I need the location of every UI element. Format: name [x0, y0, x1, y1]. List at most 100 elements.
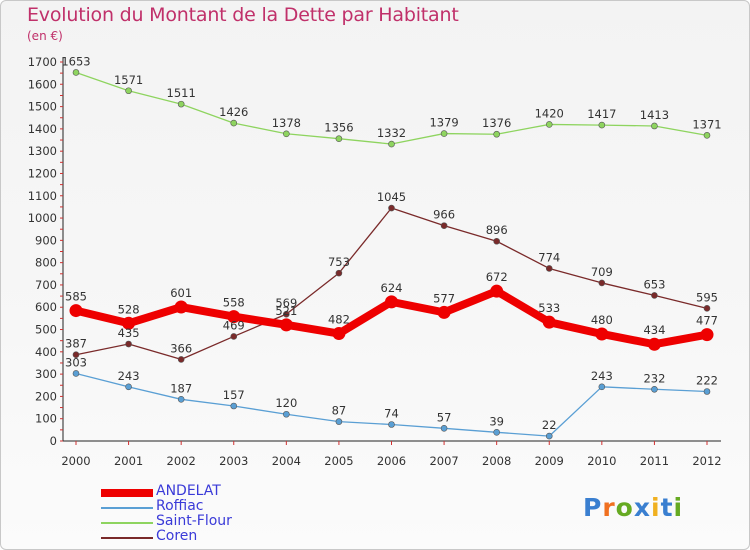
y-tick-label: 400: [35, 345, 57, 359]
x-tick-label: 2002: [167, 454, 196, 468]
chart-title: Evolution du Montant de la Dette par Hab…: [27, 4, 459, 26]
data-label-coren: 966: [433, 208, 455, 222]
logo-letter: i: [651, 493, 661, 522]
y-tick-label: 300: [35, 367, 57, 381]
data-point-andelat: [437, 305, 451, 319]
data-label-saint-flour: 1571: [114, 73, 143, 87]
data-point-roffiac: [598, 383, 606, 391]
data-point-andelat: [542, 315, 556, 329]
data-point-saint-flour: [335, 135, 343, 142]
data-point-saint-flour: [388, 140, 395, 148]
y-tick-label: 1700: [28, 55, 57, 69]
data-label-saint-flour: 1332: [377, 126, 406, 140]
data-point-andelat: [69, 304, 83, 318]
data-label-saint-flour: 1511: [167, 86, 196, 100]
legend-swatch-saint-flour: [101, 522, 153, 524]
data-label-saint-flour: 1417: [587, 107, 616, 121]
data-point-andelat: [595, 327, 609, 341]
data-point-saint-flour: [230, 119, 238, 127]
data-label-roffiac: 222: [696, 374, 718, 388]
y-tick-label: 1000: [28, 211, 57, 225]
y-tick-label: 1600: [28, 77, 57, 91]
legend-swatch-coren: [101, 537, 153, 539]
data-point-andelat: [227, 310, 241, 324]
data-label-andelat: 482: [328, 313, 350, 327]
data-label-coren: 387: [65, 337, 87, 351]
data-point-roffiac: [493, 429, 500, 436]
data-label-coren: 469: [223, 318, 245, 332]
data-point-coren: [388, 204, 395, 212]
data-label-andelat: 434: [643, 323, 665, 337]
y-tick-label: 1500: [28, 100, 57, 114]
data-point-roffiac: [545, 432, 553, 440]
data-point-andelat: [385, 295, 398, 309]
x-tick-label: 2005: [324, 454, 353, 468]
logo-letter: o: [615, 493, 634, 522]
data-label-saint-flour: 1376: [482, 116, 511, 130]
data-point-saint-flour: [72, 69, 80, 76]
y-tick-label: 200: [35, 389, 57, 403]
data-point-roffiac: [230, 402, 238, 410]
data-point-saint-flour: [440, 130, 448, 137]
data-label-saint-flour: 1653: [61, 54, 90, 68]
data-point-andelat: [332, 327, 346, 341]
data-label-coren: 896: [486, 223, 508, 237]
y-tick-label: 500: [35, 323, 57, 337]
data-label-roffiac: 57: [437, 410, 452, 424]
data-label-andelat: 672: [486, 270, 508, 284]
data-point-roffiac: [125, 383, 132, 391]
data-point-coren: [651, 292, 658, 299]
legend-label-roffiac: Roffiac: [156, 498, 204, 514]
logo-letter: P: [583, 493, 603, 522]
data-point-coren: [335, 269, 343, 277]
data-point-roffiac: [177, 396, 185, 403]
y-tick-label: 1200: [28, 166, 57, 180]
y-tick-label: 800: [35, 256, 57, 270]
legend-swatch-roffiac: [101, 507, 153, 509]
y-tick-label: 600: [35, 300, 57, 314]
data-label-andelat: 577: [433, 291, 455, 305]
data-label-roffiac: 120: [275, 396, 297, 410]
logo-letter: i: [673, 493, 684, 522]
data-point-coren: [72, 351, 80, 359]
data-label-coren: 653: [643, 277, 665, 291]
data-point-roffiac: [335, 418, 343, 425]
y-tick-label: 900: [35, 233, 57, 247]
data-label-coren: 709: [591, 265, 613, 279]
data-label-coren: 435: [118, 326, 140, 340]
y-tick-label: 1300: [28, 144, 57, 158]
y-tick-label: 1400: [28, 122, 57, 136]
data-label-saint-flour: 1426: [219, 105, 248, 119]
legend-swatch-andelat: [101, 489, 153, 497]
data-point-coren: [283, 310, 290, 318]
data-point-saint-flour: [177, 100, 185, 108]
data-point-saint-flour: [283, 130, 290, 138]
data-point-saint-flour: [651, 122, 658, 130]
data-point-coren: [230, 333, 238, 340]
logo-letter: r: [602, 493, 616, 522]
data-label-roffiac: 157: [223, 388, 245, 402]
data-label-andelat: 477: [696, 314, 718, 328]
data-point-coren: [545, 265, 553, 272]
data-label-saint-flour: 1371: [692, 117, 721, 131]
data-label-roffiac: 39: [489, 414, 504, 428]
data-label-roffiac: 232: [643, 371, 665, 385]
data-label-saint-flour: 1379: [429, 116, 458, 130]
data-point-coren: [440, 222, 448, 229]
data-label-saint-flour: 1378: [272, 116, 301, 130]
data-label-roffiac: 243: [591, 369, 613, 383]
x-tick-label: 2006: [377, 454, 406, 468]
data-label-coren: 774: [538, 250, 560, 264]
data-point-roffiac: [72, 370, 80, 377]
data-label-roffiac: 243: [118, 369, 140, 383]
data-label-coren: 753: [328, 255, 350, 269]
data-point-coren: [125, 340, 132, 348]
data-label-roffiac: 87: [332, 404, 347, 418]
data-point-saint-flour: [125, 87, 132, 95]
data-label-andelat: 533: [538, 301, 560, 315]
data-point-roffiac: [703, 388, 711, 395]
data-point-andelat: [647, 337, 661, 351]
data-label-roffiac: 22: [542, 418, 557, 432]
data-point-andelat: [122, 316, 136, 330]
